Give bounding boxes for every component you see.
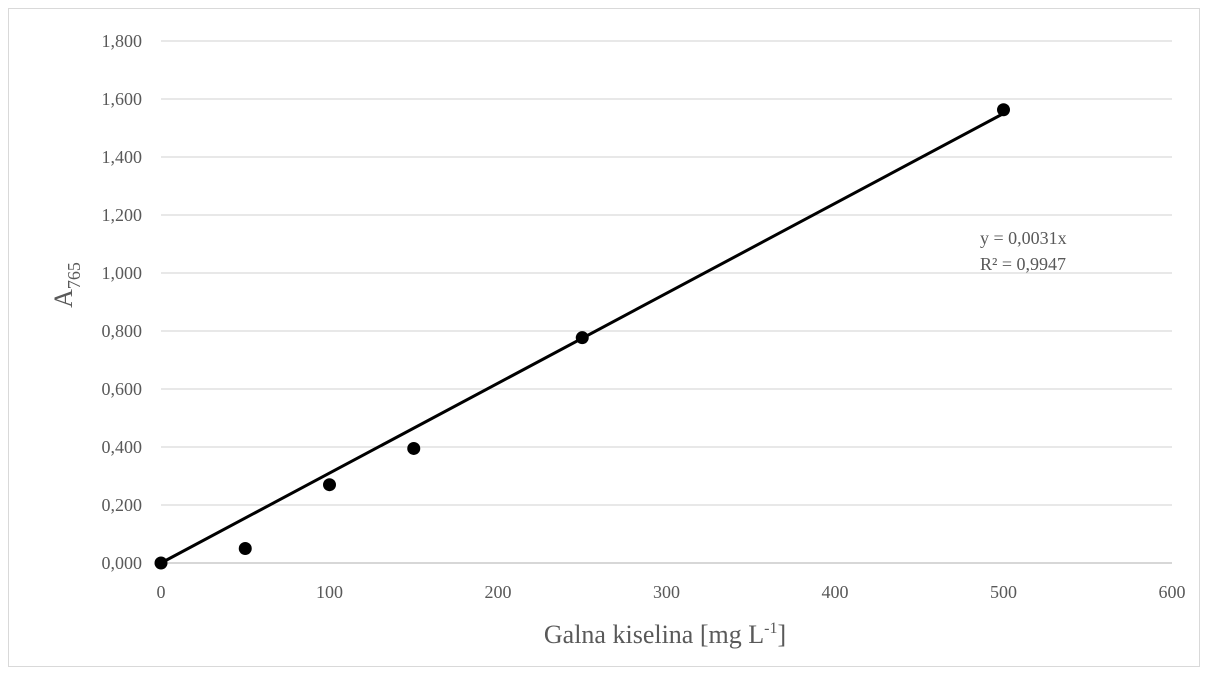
- y-tick-label-6: 1,200: [102, 205, 143, 225]
- data-points: [154, 103, 1010, 570]
- y-tick-label-1: 0,200: [102, 495, 143, 515]
- chart-frame: [8, 8, 1200, 667]
- x-tick-label-2: 200: [485, 582, 512, 602]
- y-axis-title-main: A: [49, 289, 78, 308]
- x-tick-label-3: 300: [653, 582, 680, 602]
- y-tick-label-9: 1,800: [102, 31, 143, 51]
- data-point-0-4: [575, 331, 589, 345]
- x-tick-label-1: 100: [316, 582, 343, 602]
- x-tick-labels: 0 100 200 300 400 500 600: [157, 582, 1186, 602]
- x-tick-label-4: 400: [822, 582, 849, 602]
- x-axis-title: Galna kiselina [mg L-1]: [544, 620, 786, 649]
- x-axis-title-main: Galna kiselina [mg L: [544, 620, 764, 649]
- data-point-0-0: [154, 556, 168, 570]
- data-point-0-5: [997, 103, 1010, 117]
- data-point-0-1: [238, 542, 252, 555]
- r-squared-label: R² = 0,9947: [980, 254, 1066, 274]
- x-tick-label-6: 600: [1159, 582, 1186, 602]
- y-tick-label-5: 1,000: [102, 263, 143, 283]
- y-tick-label-7: 1,400: [102, 147, 143, 167]
- x-tick-label-0: 0: [157, 582, 166, 602]
- y-tick-label-0: 0,000: [102, 553, 143, 573]
- data-point-0-2: [323, 478, 336, 492]
- y-axis-title: A765: [49, 262, 84, 308]
- x-axis-title-end: ]: [777, 620, 786, 649]
- gridlines: [161, 40, 1172, 506]
- y-tick-labels: 0,000 0,200 0,400 0,600 0,800 1,000 1,200 1,400…: [102, 31, 143, 573]
- y-tick-label-4: 0,800: [102, 321, 143, 341]
- y-tick-label-2: 0,400: [102, 437, 143, 457]
- y-tick-label-8: 1,600: [102, 89, 143, 109]
- trendline-equation: y = 0,0031x: [980, 228, 1067, 248]
- x-axis-title-superscript: -1: [764, 620, 777, 637]
- y-tick-label-3: 0,600: [102, 379, 143, 399]
- data-point-0-3: [407, 441, 421, 455]
- x-tick-label-5: 500: [990, 582, 1017, 602]
- y-axis-title-subscript: 765: [64, 262, 84, 289]
